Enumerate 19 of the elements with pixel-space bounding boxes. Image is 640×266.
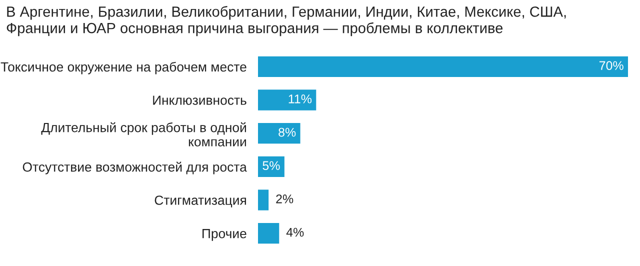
y-tick-label: Отсутствие возможностей для роста — [22, 162, 247, 174]
data-label: 8% — [278, 128, 296, 137]
bar — [258, 56, 628, 77]
data-label: 2% — [276, 194, 294, 204]
bar — [258, 90, 316, 110]
y-tick-label: Инклюзивность — [153, 96, 246, 105]
bar — [258, 123, 300, 144]
bar — [258, 156, 284, 177]
bar — [258, 190, 269, 210]
y-tick-label: Длительный срок работы в одной компании — [41, 122, 246, 146]
chart-title: В Аргентине, Бразилии, Великобритании, Германии, Индии, Китае, Мексике, США, Франции и ЮАР основная причина выгорания — проблемы в коллективе — [6, 6, 566, 36]
bar — [258, 223, 280, 244]
data-label: 5% — [262, 161, 280, 170]
y-tick-label: Стигматизация — [154, 196, 246, 208]
y-tick-label: Прочие — [202, 229, 246, 241]
data-label: 4% — [286, 228, 304, 237]
y-tick-label: Токсичное окружение на рабочем месте — [0, 62, 246, 74]
data-label: 11% — [288, 94, 312, 104]
data-label: 70% — [599, 61, 624, 70]
